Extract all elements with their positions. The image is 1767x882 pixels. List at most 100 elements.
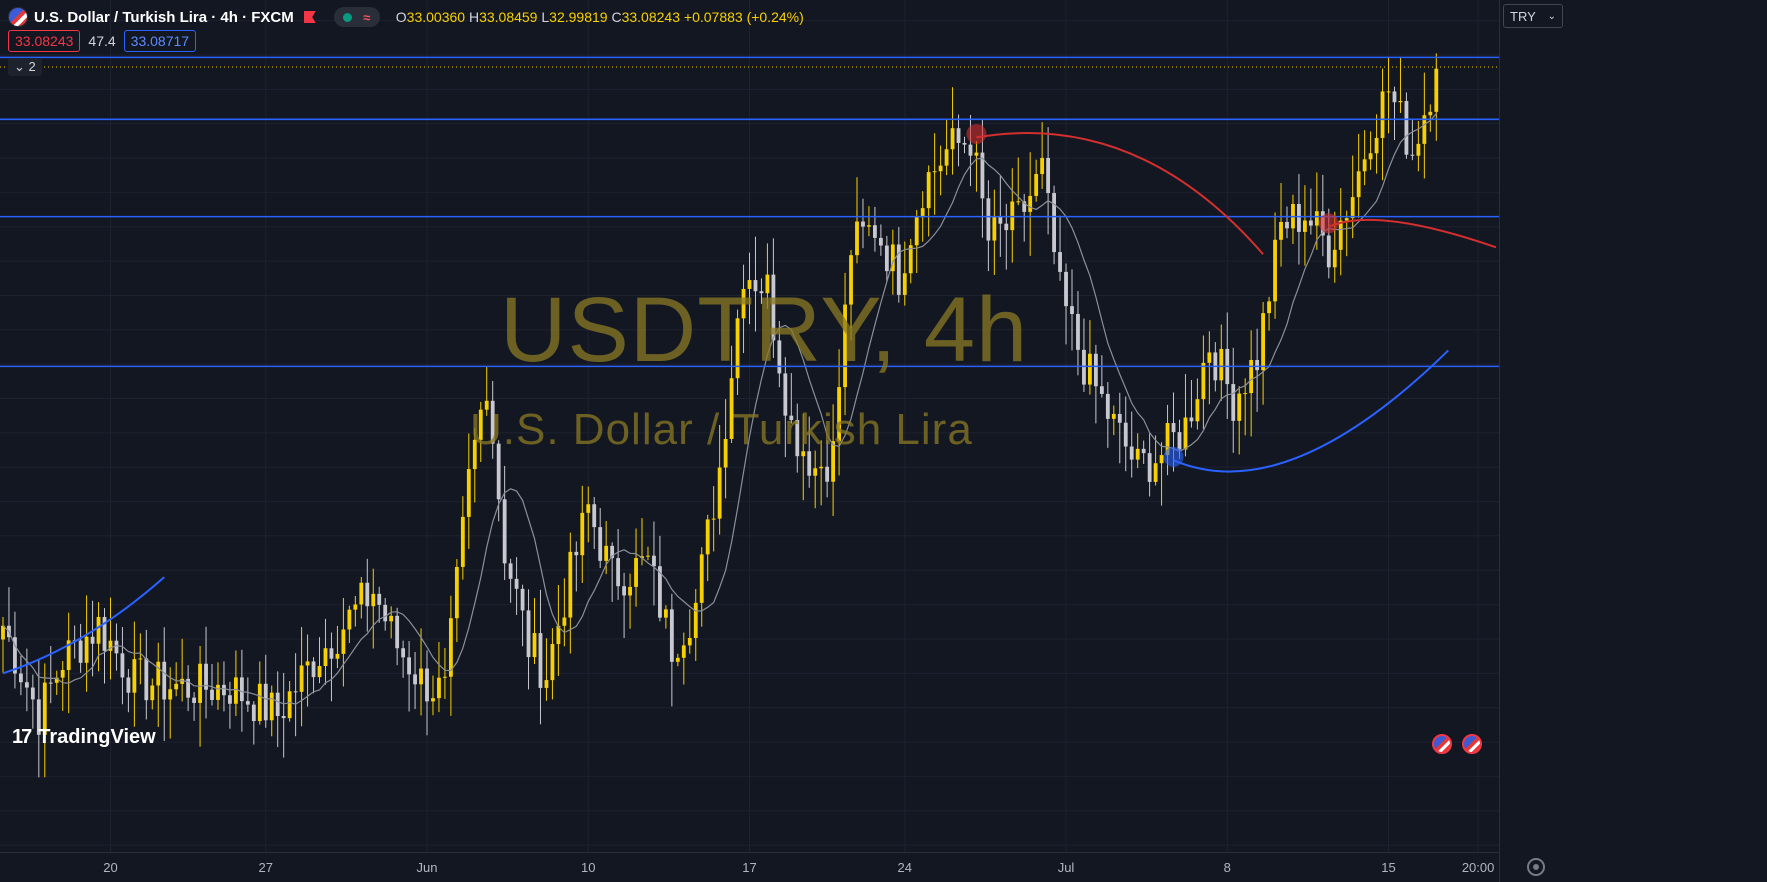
candle-body xyxy=(305,661,310,666)
candle-body xyxy=(1422,115,1427,144)
gear-icon[interactable] xyxy=(1527,858,1545,876)
candle-body xyxy=(1046,157,1051,194)
time-tick-label: 27 xyxy=(259,860,273,875)
candle-body xyxy=(890,244,895,272)
candle-body xyxy=(1255,360,1260,371)
candle-body xyxy=(1129,446,1134,460)
candle-body xyxy=(795,420,800,457)
candle-body xyxy=(323,648,328,667)
candle-body xyxy=(377,593,382,605)
candle-body xyxy=(568,551,573,618)
buy-button[interactable]: 33.08717 xyxy=(123,30,197,52)
tradingview-logo[interactable]: 17 TradingView xyxy=(12,726,156,749)
candle-body xyxy=(1207,352,1212,363)
candle-body xyxy=(359,582,364,605)
candle-body xyxy=(723,438,728,468)
candle-body xyxy=(114,640,119,654)
candle-body xyxy=(454,566,459,619)
candle-body xyxy=(1,625,5,640)
candle-body xyxy=(765,274,770,294)
time-axis[interactable] xyxy=(0,852,1499,882)
candle-body xyxy=(192,697,197,703)
candle-body xyxy=(1314,211,1319,226)
candle-body xyxy=(920,208,925,218)
candle-body xyxy=(926,172,931,209)
candle-body xyxy=(1052,193,1056,253)
candle-body xyxy=(1219,348,1224,381)
candle-body xyxy=(968,144,973,156)
candle-body xyxy=(24,682,29,688)
candle-body xyxy=(550,644,555,681)
candle-body xyxy=(747,280,752,289)
candle-body xyxy=(132,659,137,693)
data-status-pill[interactable]: ≈ xyxy=(333,7,380,27)
sell-button[interactable]: 33.08243 xyxy=(8,30,81,52)
candle-body xyxy=(1243,393,1248,395)
indicators-toggle[interactable]: ⌄ 2 xyxy=(8,58,42,76)
candle-body xyxy=(78,640,83,663)
candle-body xyxy=(329,648,334,659)
candle-body xyxy=(1326,235,1331,268)
symbol-title[interactable]: U.S. Dollar / Turkish Lira · 4h · FXCM xyxy=(34,8,294,26)
candle-body xyxy=(365,582,370,607)
candle-body xyxy=(1099,386,1104,394)
candle-body xyxy=(508,563,513,579)
candle-body xyxy=(807,451,812,476)
candle-body xyxy=(233,677,238,704)
candle-body xyxy=(1165,423,1170,456)
candle-body xyxy=(861,221,865,227)
market-status-icon[interactable] xyxy=(303,11,316,23)
candle-body xyxy=(144,658,149,701)
candle-body xyxy=(574,551,579,556)
price-axis[interactable] xyxy=(1499,0,1567,882)
candle-body xyxy=(311,661,316,678)
candle-body xyxy=(717,467,722,519)
candle-body xyxy=(825,466,830,482)
economic-event-flag-icon[interactable] xyxy=(1462,734,1482,754)
candle-body xyxy=(1183,417,1188,450)
candle-body xyxy=(896,244,901,295)
candle-body xyxy=(729,378,734,439)
candle-body xyxy=(1093,353,1098,387)
time-tick-label: 15 xyxy=(1381,860,1395,875)
candle-body xyxy=(1344,218,1349,221)
candle-body xyxy=(1356,171,1361,198)
candle-body xyxy=(1105,393,1110,419)
economic-event-flag-icon[interactable] xyxy=(1432,734,1452,754)
candle-body xyxy=(54,677,59,683)
candle-body xyxy=(448,618,453,677)
candle-body xyxy=(1076,313,1080,350)
candle-body xyxy=(1028,195,1033,212)
candle-body xyxy=(371,593,376,607)
candle-body xyxy=(705,519,710,555)
candle-body xyxy=(580,512,585,556)
candle-body xyxy=(437,677,441,699)
candle-body xyxy=(634,558,638,587)
ohlc-values: O33.00360 H33.08459 L32.99819 C33.08243 … xyxy=(395,9,804,25)
candle-body xyxy=(1404,100,1409,155)
candle-body xyxy=(1171,423,1176,433)
candle-body xyxy=(162,661,167,700)
candle-body xyxy=(347,609,352,630)
candle-body xyxy=(687,637,692,646)
candle-body xyxy=(980,152,985,199)
candle-body xyxy=(431,698,435,702)
candle-body xyxy=(1368,153,1373,160)
candle-body xyxy=(837,387,841,442)
candle-body xyxy=(1034,174,1039,196)
ohlc-high: 33.08459 xyxy=(479,9,538,25)
candle-body xyxy=(819,466,824,469)
currency-select[interactable]: TRY ⌄ xyxy=(1503,4,1563,28)
candle-body xyxy=(1308,220,1313,226)
candle-body xyxy=(675,657,680,662)
time-tick-label: 17 xyxy=(742,860,756,875)
chart-legend: U.S. Dollar / Turkish Lira · 4h · FXCM ≈… xyxy=(8,6,804,28)
candle-body xyxy=(699,554,704,603)
candle-body xyxy=(693,602,698,638)
candle-body xyxy=(502,499,507,564)
candle-body xyxy=(1231,384,1236,421)
candle-body xyxy=(425,668,429,702)
time-tick-label: Jul xyxy=(1058,860,1075,875)
candle-body xyxy=(944,149,949,166)
candle-body xyxy=(287,691,292,719)
